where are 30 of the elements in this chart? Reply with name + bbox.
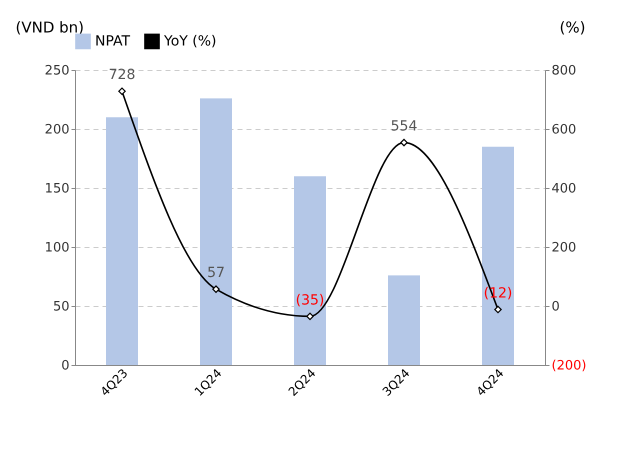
point: [118, 87, 126, 95]
y2-tick-label: 400: [552, 182, 576, 196]
legend-label: YoY (%): [163, 33, 216, 50]
y-tick-label: 250: [44, 64, 70, 78]
data-label: 554: [390, 118, 418, 135]
y-tick-label: 200: [44, 122, 70, 138]
bar: [294, 176, 326, 365]
point: [400, 138, 408, 146]
bar: [200, 98, 232, 365]
y2-tick-label: 800: [552, 64, 576, 78]
y2-tick-label: 200: [552, 240, 576, 256]
data-label: 57: [207, 265, 225, 282]
y-tick-label: 150: [44, 182, 70, 196]
y2-tick-label: 0: [552, 300, 560, 314]
y-tick-label: 50: [52, 300, 70, 314]
bar: [388, 275, 420, 365]
point: [212, 285, 220, 293]
y-tick-label: 100: [44, 240, 70, 256]
legend-label: NPAT: [95, 33, 131, 50]
point: [306, 312, 314, 320]
y2-axis-title: (%): [560, 18, 586, 36]
y-axis-title: (VND bn): [16, 18, 84, 36]
y2-tick-label: 600: [552, 122, 576, 138]
y2-tick-label: (200): [552, 358, 586, 374]
point: [494, 306, 502, 314]
y-tick-label: 0: [61, 358, 70, 374]
data-label: 728: [108, 67, 136, 84]
bar: [106, 117, 138, 365]
bar: [482, 146, 514, 365]
data-label: (35): [296, 292, 324, 308]
